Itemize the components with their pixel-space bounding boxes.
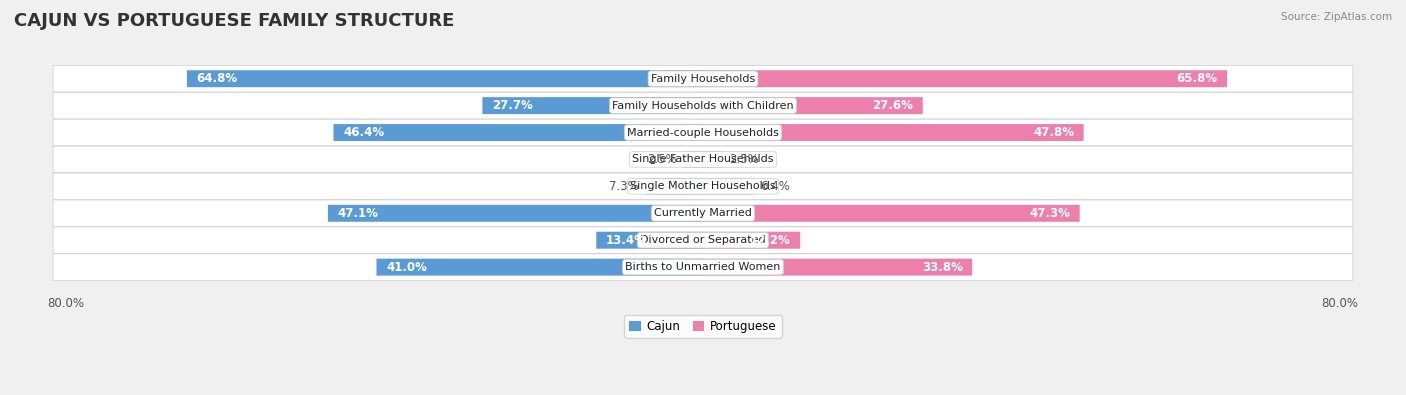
FancyBboxPatch shape: [596, 232, 703, 249]
FancyBboxPatch shape: [703, 124, 1084, 141]
FancyBboxPatch shape: [482, 97, 703, 114]
FancyBboxPatch shape: [703, 151, 723, 168]
FancyBboxPatch shape: [703, 178, 754, 195]
Text: 47.3%: 47.3%: [1029, 207, 1070, 220]
Text: Family Households with Children: Family Households with Children: [612, 101, 794, 111]
Text: 12.2%: 12.2%: [749, 234, 790, 247]
Text: Married-couple Households: Married-couple Households: [627, 128, 779, 137]
Text: 47.1%: 47.1%: [337, 207, 378, 220]
FancyBboxPatch shape: [53, 66, 1353, 92]
FancyBboxPatch shape: [333, 124, 703, 141]
FancyBboxPatch shape: [53, 227, 1353, 254]
FancyBboxPatch shape: [683, 151, 703, 168]
FancyBboxPatch shape: [377, 259, 703, 276]
FancyBboxPatch shape: [703, 205, 1080, 222]
Text: 65.8%: 65.8%: [1177, 72, 1218, 85]
Text: 13.4%: 13.4%: [606, 234, 647, 247]
Text: Births to Unmarried Women: Births to Unmarried Women: [626, 262, 780, 272]
Text: 46.4%: 46.4%: [343, 126, 384, 139]
Text: 33.8%: 33.8%: [922, 261, 963, 274]
Text: 41.0%: 41.0%: [387, 261, 427, 274]
Text: 47.8%: 47.8%: [1033, 126, 1074, 139]
FancyBboxPatch shape: [703, 97, 922, 114]
FancyBboxPatch shape: [53, 146, 1353, 173]
Text: CAJUN VS PORTUGUESE FAMILY STRUCTURE: CAJUN VS PORTUGUESE FAMILY STRUCTURE: [14, 12, 454, 30]
FancyBboxPatch shape: [53, 200, 1353, 227]
FancyBboxPatch shape: [53, 119, 1353, 146]
Text: 6.4%: 6.4%: [761, 180, 790, 193]
FancyBboxPatch shape: [703, 70, 1227, 87]
Text: 2.5%: 2.5%: [647, 153, 676, 166]
Text: Single Mother Households: Single Mother Households: [630, 181, 776, 191]
FancyBboxPatch shape: [645, 178, 703, 195]
Legend: Cajun, Portuguese: Cajun, Portuguese: [624, 315, 782, 338]
FancyBboxPatch shape: [703, 259, 972, 276]
Text: Source: ZipAtlas.com: Source: ZipAtlas.com: [1281, 12, 1392, 22]
Text: Single Father Households: Single Father Households: [633, 154, 773, 164]
Text: Currently Married: Currently Married: [654, 208, 752, 218]
FancyBboxPatch shape: [53, 254, 1353, 280]
FancyBboxPatch shape: [53, 92, 1353, 119]
Text: Family Households: Family Households: [651, 74, 755, 84]
FancyBboxPatch shape: [187, 70, 703, 87]
FancyBboxPatch shape: [328, 205, 703, 222]
Text: 64.8%: 64.8%: [197, 72, 238, 85]
FancyBboxPatch shape: [53, 173, 1353, 200]
Text: 2.5%: 2.5%: [730, 153, 759, 166]
FancyBboxPatch shape: [703, 232, 800, 249]
Text: 7.3%: 7.3%: [609, 180, 638, 193]
Text: 27.6%: 27.6%: [872, 99, 914, 112]
Text: Divorced or Separated: Divorced or Separated: [640, 235, 766, 245]
Text: 27.7%: 27.7%: [492, 99, 533, 112]
